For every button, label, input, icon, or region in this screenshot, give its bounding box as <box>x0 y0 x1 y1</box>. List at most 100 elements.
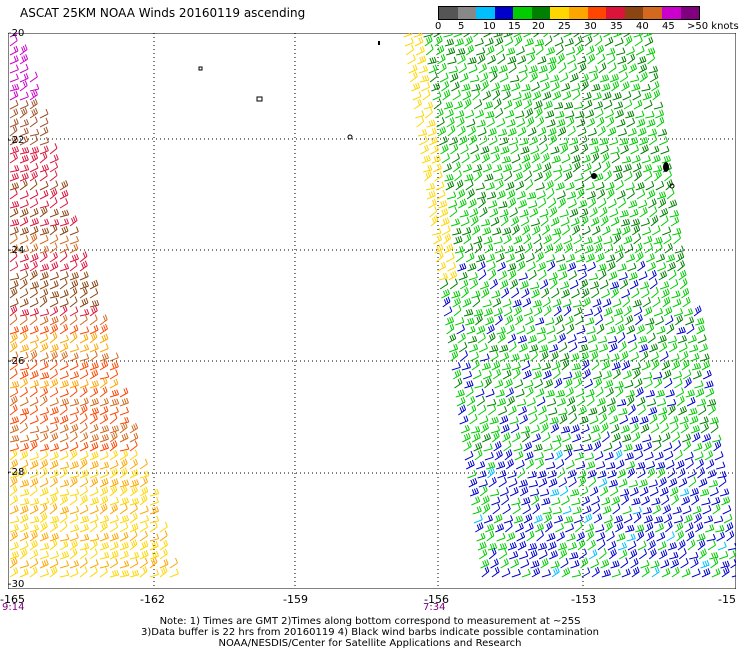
wind-barb <box>149 515 160 524</box>
wind-barb <box>514 35 523 47</box>
wind-barb <box>448 65 459 74</box>
wind-barb <box>39 263 50 272</box>
wind-barb <box>636 324 645 335</box>
wind-barb <box>605 181 615 191</box>
wind-barb <box>492 368 502 380</box>
wind-barb <box>89 559 99 569</box>
wind-barb <box>666 531 675 542</box>
wind-barb <box>594 451 604 461</box>
wind-barb <box>608 62 617 74</box>
wind-barb <box>633 512 642 524</box>
wind-barb <box>480 353 490 362</box>
wind-barb <box>39 459 49 470</box>
lat-label: -24 <box>8 245 25 256</box>
wind-barb <box>518 64 528 74</box>
wind-barb <box>481 362 491 371</box>
wind-barb <box>488 404 497 416</box>
wind-barb <box>537 55 547 65</box>
wind-barb <box>456 47 466 56</box>
wind-barb <box>637 55 647 65</box>
wind-map <box>8 33 736 589</box>
wind-barb <box>39 296 48 308</box>
wind-barb <box>9 135 19 146</box>
wind-barb <box>542 297 551 308</box>
wind-barb <box>49 343 59 353</box>
wind-barb <box>29 504 39 515</box>
wind-barb <box>455 251 464 263</box>
wind-barb <box>616 47 626 56</box>
wind-barb <box>679 278 688 290</box>
wind-barb <box>666 188 675 200</box>
wind-barb <box>572 370 582 380</box>
wind-barb <box>29 198 39 209</box>
wind-barb <box>545 317 555 326</box>
wind-barb <box>494 36 504 47</box>
wind-barb <box>528 65 538 74</box>
wind-barb <box>431 82 441 92</box>
wind-barb <box>465 459 475 470</box>
wind-barb <box>649 486 659 497</box>
wind-barb <box>546 188 555 200</box>
wind-barb <box>621 81 630 92</box>
wind-barb <box>19 422 28 434</box>
wind-barb <box>637 260 646 272</box>
wind-barb <box>549 416 559 425</box>
wind-barb <box>89 514 99 524</box>
wind-barb <box>577 127 587 137</box>
wind-barb <box>631 288 640 299</box>
wind-barb <box>9 287 18 299</box>
wind-barb <box>446 47 456 56</box>
wind-barb <box>39 477 49 488</box>
wind-barb <box>499 487 509 497</box>
wind-barb <box>654 170 662 182</box>
wind-barb <box>69 314 78 326</box>
wind-barb <box>470 351 479 362</box>
wind-barb <box>637 540 647 551</box>
wind-barb <box>663 233 672 245</box>
wind-barb <box>421 82 431 92</box>
wind-barb <box>501 568 511 578</box>
wind-barb <box>515 314 524 326</box>
wind-barb <box>593 235 603 245</box>
wind-barb <box>39 189 49 200</box>
scale-tick-label: 20 <box>532 21 545 32</box>
wind-barb <box>548 478 558 488</box>
wind-barb <box>605 387 614 398</box>
wind-barb <box>535 107 543 119</box>
wind-barb <box>588 407 598 416</box>
wind-barb <box>720 560 730 569</box>
wind-barb <box>422 89 431 101</box>
wind-barb <box>510 216 520 227</box>
wind-barb <box>428 198 437 209</box>
wind-barb <box>578 270 587 281</box>
wind-barb <box>79 271 89 281</box>
wind-barb <box>29 370 39 380</box>
wind-barb <box>652 225 661 236</box>
wind-barb <box>426 190 436 200</box>
wind-barb <box>9 90 19 101</box>
wind-barb <box>472 369 482 380</box>
wind-barb <box>592 92 602 101</box>
wind-barb <box>139 486 149 497</box>
wind-barb <box>564 242 573 254</box>
wind-barb <box>29 189 39 200</box>
wind-barb <box>619 137 629 146</box>
wind-barb <box>656 398 667 407</box>
wind-barb <box>487 54 496 65</box>
wind-barb <box>708 404 716 416</box>
wind-barb <box>39 550 49 560</box>
wind-barb <box>514 379 524 389</box>
wind-barb <box>630 351 640 362</box>
wind-barb <box>119 541 129 551</box>
wind-barb <box>531 567 541 578</box>
wind-barb <box>634 450 644 461</box>
wind-barb <box>169 568 179 578</box>
island-outline <box>198 66 203 71</box>
wind-barb <box>591 495 600 506</box>
wind-barb <box>656 461 666 470</box>
wind-barb <box>671 360 681 371</box>
wind-barb <box>536 116 545 128</box>
wind-barb <box>119 531 129 542</box>
wind-barb <box>457 125 466 137</box>
wind-barb <box>548 407 558 416</box>
